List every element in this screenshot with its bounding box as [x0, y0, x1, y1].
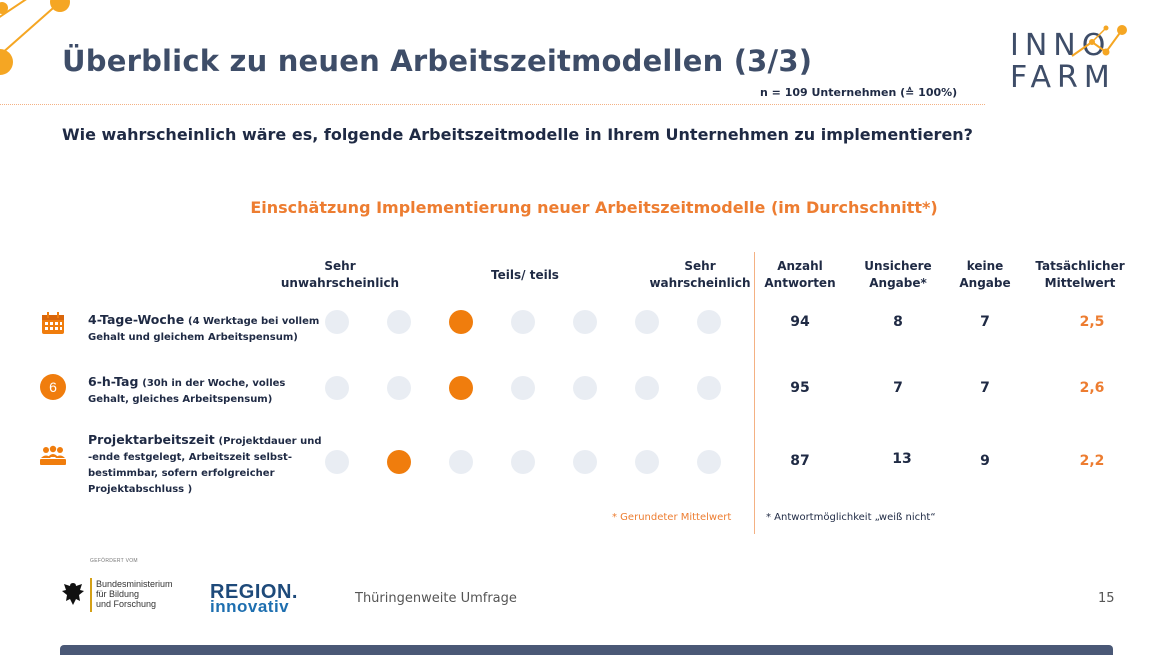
logo-network-icon: [1071, 25, 1127, 57]
scale-dot: [387, 376, 411, 400]
innofarm-logo: INNO FARM: [1000, 22, 1130, 102]
scale-label-high: Sehr wahrscheinlich: [649, 259, 751, 290]
scale-dot: [635, 310, 659, 334]
scale-dot: [635, 376, 659, 400]
no-answer-count: 7: [980, 380, 990, 396]
scale-dot: [325, 450, 349, 474]
scale-dot: [325, 376, 349, 400]
six-circle-icon: 6: [40, 374, 66, 400]
scale-dot: [573, 376, 597, 400]
scale-label-mid: Teils/ teils: [491, 268, 559, 282]
survey-name: Thüringenweite Umfrage: [355, 591, 517, 606]
logo-text-line1: INNO: [1010, 28, 1112, 63]
scale-dot: [635, 450, 659, 474]
column-header-uncertain: Unsichere Angabe*: [864, 259, 932, 290]
ministry-name: Bundesministerium für Bildung und Forsch…: [96, 579, 173, 609]
region-logo-line1: REGION.: [210, 581, 298, 603]
corner-decoration: [0, 0, 70, 75]
no-answer-count: 9: [980, 453, 990, 469]
funded-by-label: GEFÖRDERT VOM: [90, 558, 138, 564]
scale-dot-selected: [387, 450, 411, 474]
row-title: 4-Tage-Woche: [88, 312, 185, 327]
scale-dot: [325, 310, 349, 334]
scale-dot-selected: [449, 376, 473, 400]
no-answer-count: 7: [980, 314, 990, 330]
footnote-dont-know: * Antwortmöglichkeit „weiß nicht“: [766, 512, 936, 523]
scale-dot: [573, 450, 597, 474]
answers-count: 87: [790, 453, 810, 469]
federal-eagle-icon: [62, 583, 84, 605]
row-title: 6-h-Tag: [88, 374, 139, 389]
row-label-4-tage-woche: 4-Tage-Woche (4 Werktage bei vollem Geha…: [88, 312, 328, 345]
column-header-answers: Anzahl Antworten: [764, 259, 836, 290]
footnote-rounded-mean: * Gerundeter Mittelwert: [612, 512, 732, 523]
row-label-projektarbeitszeit: Projektarbeitszeit (Projektdauer und -en…: [88, 432, 328, 497]
chart-title: Einschätzung Implementierung neuer Arbei…: [250, 198, 938, 217]
row-label-6-h-tag: 6-h-Tag (30h in der Woche, volles Gehalt…: [88, 374, 328, 407]
sample-size-note: n = 109 Unternehmen (≙ 100%): [760, 86, 958, 99]
scale-dot: [697, 450, 721, 474]
answers-count: 95: [790, 380, 810, 396]
mean-value: 2,6: [1079, 380, 1105, 396]
column-header-none: keine Angabe: [959, 259, 1011, 290]
slide-title: Überblick zu neuen Arbeitszeitmodellen (…: [62, 44, 813, 78]
team-icon: [40, 445, 66, 465]
scale-dot: [697, 376, 721, 400]
answers-count: 94: [790, 314, 810, 330]
scale-dot: [511, 450, 535, 474]
row-title: Projektarbeitszeit: [88, 432, 215, 447]
column-header-mean: Tatsächlicher Mittelwert: [1035, 259, 1125, 290]
scale-dot: [511, 310, 535, 334]
calendar-icon: [42, 312, 64, 334]
bottom-bar: [60, 645, 1113, 655]
scale-dot: [387, 310, 411, 334]
ministry-color-bar: [90, 578, 92, 612]
page-number: 15: [1098, 591, 1115, 606]
mean-value: 2,2: [1079, 453, 1105, 469]
scale-dot: [697, 310, 721, 334]
row-detail: (30h in der Woche, volles Gehalt, gleich…: [88, 378, 286, 405]
logo-text-line2: FARM: [1010, 60, 1116, 95]
row-detail: (4 Werktage bei vollem Gehalt und gleich…: [88, 316, 320, 343]
mean-value: 2,5: [1079, 314, 1105, 330]
scale-dot: [573, 310, 597, 334]
uncertain-count: 8: [893, 314, 903, 330]
survey-question: Wie wahrscheinlich wäre es, folgende Arb…: [62, 125, 973, 144]
table-divider: [754, 252, 755, 534]
uncertain-count: 13: [892, 451, 912, 467]
row-detail: (Projektdauer und -ende festgelegt, Arbe…: [88, 436, 322, 495]
title-divider: [0, 104, 985, 105]
scale-dot: [449, 450, 473, 474]
uncertain-count: 7: [893, 380, 903, 396]
scale-label-low: Sehr unwahrscheinlich: [280, 259, 400, 290]
region-logo-line2: innovativ: [210, 597, 290, 616]
scale-dot-selected: [449, 310, 473, 334]
scale-dot: [511, 376, 535, 400]
